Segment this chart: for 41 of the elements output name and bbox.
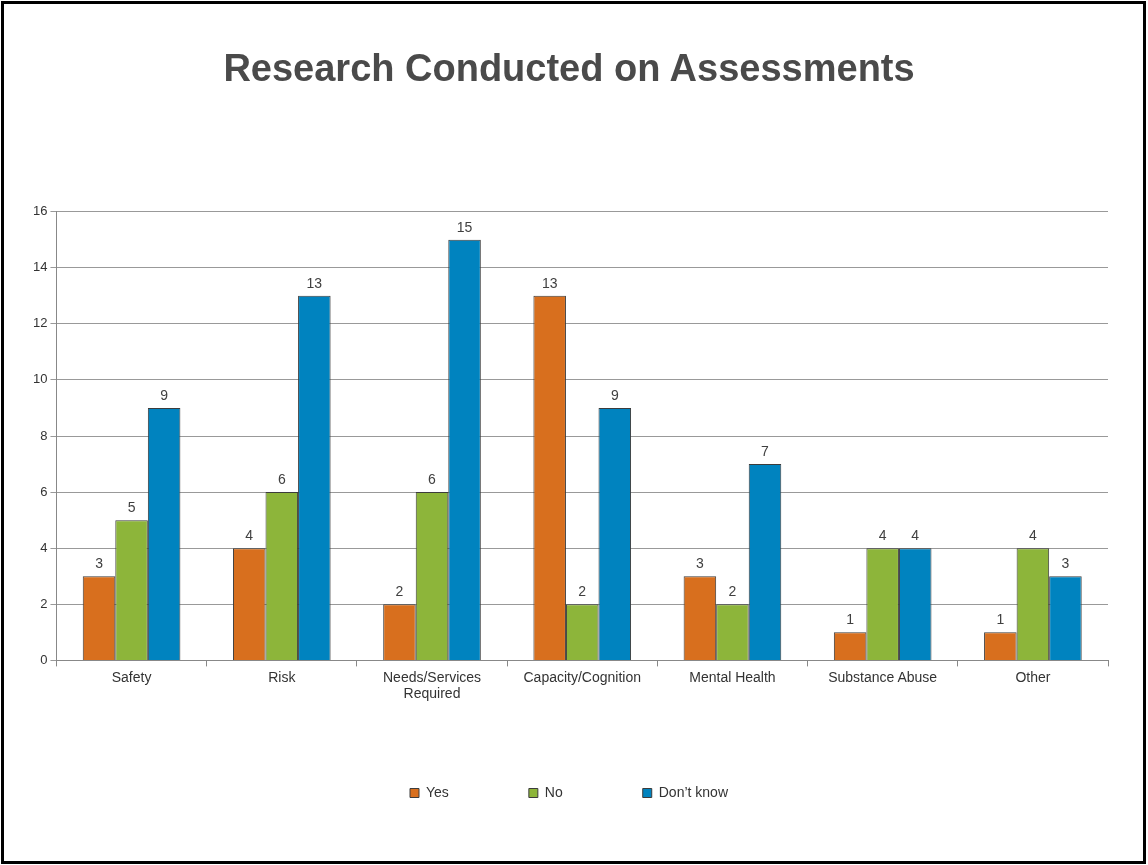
x-tick-label: Capacity/Cognition — [523, 668, 641, 685]
data-label: 3 — [95, 555, 104, 572]
x-tick-label: Other — [1015, 668, 1051, 685]
data-label: 3 — [1061, 555, 1070, 572]
data-label: 5 — [127, 499, 136, 516]
data-label: 4 — [878, 527, 887, 544]
y-tick-label: 2 — [40, 595, 48, 611]
y-tick-label: 10 — [32, 371, 48, 387]
data-label: 1 — [846, 611, 855, 628]
data-label: 2 — [395, 583, 404, 600]
data-label: 13 — [306, 274, 323, 291]
y-tick-label: 4 — [40, 539, 48, 555]
y-tick-label: 0 — [40, 651, 48, 667]
y-tick-label: 6 — [40, 483, 48, 499]
data-label: 3 — [696, 555, 704, 572]
x-tick-label: Risk — [268, 668, 297, 685]
y-tick-label: 14 — [32, 259, 48, 275]
x-tick-label: Substance Abuse — [828, 668, 938, 685]
x-tick-label: Mental Health — [689, 668, 776, 685]
legend-label: Don’t know — [658, 783, 729, 800]
y-tick-label: 16 — [32, 203, 48, 219]
data-label: 2 — [728, 583, 737, 600]
data-label: 6 — [277, 470, 286, 487]
data-label: 2 — [578, 583, 587, 600]
data-label: 15 — [456, 218, 473, 235]
y-tick-label: 12 — [32, 315, 48, 331]
y-tick-label: 8 — [40, 427, 48, 443]
data-label: 4 — [1028, 527, 1037, 544]
data-label: 7 — [761, 442, 770, 459]
data-label: 4 — [911, 527, 920, 544]
data-label: 6 — [428, 470, 437, 487]
chart-title: Research Conducted on Assessments — [223, 47, 915, 90]
x-tick-label: Needs/Services Required — [382, 668, 482, 702]
x-tick-label: Safety — [111, 668, 152, 685]
legend-label: No — [544, 783, 563, 800]
data-label: 4 — [245, 527, 254, 544]
data-label: 9 — [160, 386, 169, 403]
data-label: 13 — [541, 274, 558, 291]
data-label: 1 — [996, 611, 1005, 628]
legend-label: Yes — [426, 783, 449, 800]
data-label: 9 — [610, 386, 619, 403]
